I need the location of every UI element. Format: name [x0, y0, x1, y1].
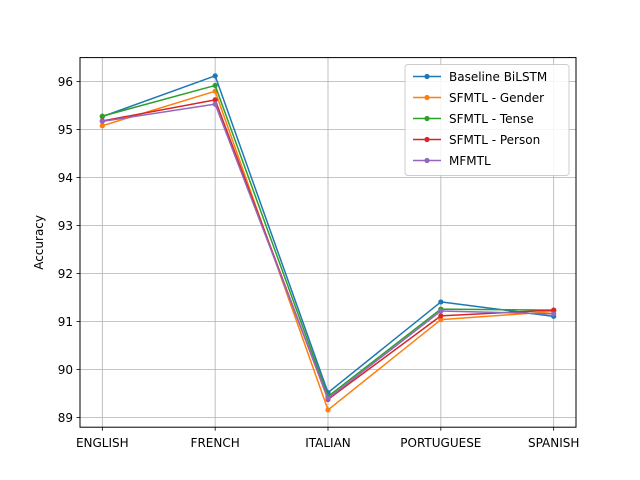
legend-label: SFMTL - Gender — [449, 91, 544, 105]
data-point — [438, 313, 444, 319]
series-mfmtl — [99, 101, 557, 401]
data-point — [325, 407, 331, 413]
y-tick-label: 91 — [58, 315, 73, 329]
x-tick-label: ITALIAN — [305, 436, 351, 450]
legend-label: MFMTL — [449, 154, 491, 168]
y-axis-label: Accuracy — [32, 215, 46, 270]
legend-label: Baseline BiLSTM — [449, 70, 547, 84]
y-tick-label: 89 — [58, 411, 73, 425]
legend-item: Baseline BiLSTM — [413, 70, 547, 84]
series-lines — [99, 73, 557, 413]
legend-item: SFMTL - Tense — [413, 112, 534, 126]
legend: Baseline BiLSTM SFMTL - Gender SFMTL - Ten… — [404, 64, 570, 176]
legend-marker — [424, 157, 430, 164]
legend-label: SFMTL - Person — [449, 133, 540, 147]
legend-marker — [424, 73, 430, 80]
y-tick-label: 90 — [58, 363, 73, 377]
y-tick-label: 94 — [58, 171, 73, 185]
x-tick-label: FRENCH — [191, 436, 240, 450]
data-point — [99, 118, 105, 125]
legend-marker — [424, 115, 430, 122]
data-point — [551, 307, 557, 313]
legend-box — [404, 64, 570, 176]
legend-label: SFMTL - Tense — [449, 112, 534, 126]
data-point — [551, 311, 557, 317]
data-point — [438, 317, 444, 323]
legend-item: SFMTL - Person — [413, 133, 540, 147]
data-point — [212, 82, 218, 89]
data-point — [212, 101, 218, 107]
x-axis: ENGLISH FRENCH ITALIAN PORTUGUESE SPANISH — [76, 427, 579, 450]
x-tick-label: SPANISH — [528, 436, 579, 450]
legend-item: MFMTL — [413, 154, 491, 168]
y-tick-label: 95 — [58, 123, 73, 137]
y-tick-label: 92 — [58, 267, 73, 281]
x-tick-label: PORTUGUESE — [400, 436, 481, 450]
data-point — [212, 97, 218, 103]
data-point — [325, 395, 331, 401]
data-point — [99, 113, 105, 119]
legend-item: SFMTL - Gender — [413, 91, 544, 105]
x-tick-label: ENGLISH — [76, 436, 129, 450]
y-tick-label: 96 — [58, 75, 73, 89]
legend-marker — [424, 136, 430, 143]
data-point — [438, 299, 444, 305]
legend-marker — [424, 94, 430, 101]
y-tick-label: 93 — [58, 219, 73, 233]
data-point — [99, 123, 105, 129]
y-axis: 89 90 91 92 93 94 95 96 — [58, 75, 80, 425]
data-point — [438, 308, 444, 314]
data-point — [212, 73, 218, 79]
